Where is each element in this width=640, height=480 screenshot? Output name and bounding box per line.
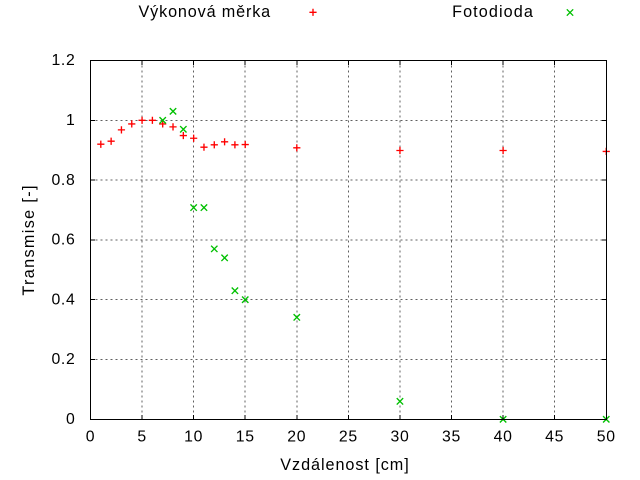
svg-text:0.8: 0.8 [51,172,75,189]
svg-text:50: 50 [597,429,616,446]
svg-text:Výkonová měrka: Výkonová měrka [139,3,271,21]
svg-text:0: 0 [66,411,76,428]
svg-text:1: 1 [66,112,76,129]
svg-text:1.2: 1.2 [51,52,75,69]
svg-text:20: 20 [287,429,306,446]
svg-text:35: 35 [442,429,461,446]
svg-text:45: 45 [545,429,564,446]
svg-text:25: 25 [339,429,358,446]
svg-text:0.4: 0.4 [51,291,75,308]
svg-text:40: 40 [494,429,513,446]
svg-text:0.2: 0.2 [51,351,75,368]
svg-text:0.6: 0.6 [51,232,75,249]
svg-text:Vzdálenost [cm]: Vzdálenost [cm] [280,456,409,474]
svg-text:Transmise [-]: Transmise [-] [20,184,38,295]
svg-text:0: 0 [86,429,96,446]
svg-text:5: 5 [137,429,147,446]
svg-text:15: 15 [236,429,255,446]
svg-text:Fotodioda: Fotodioda [452,3,534,21]
svg-text:30: 30 [390,429,409,446]
svg-text:10: 10 [184,429,203,446]
